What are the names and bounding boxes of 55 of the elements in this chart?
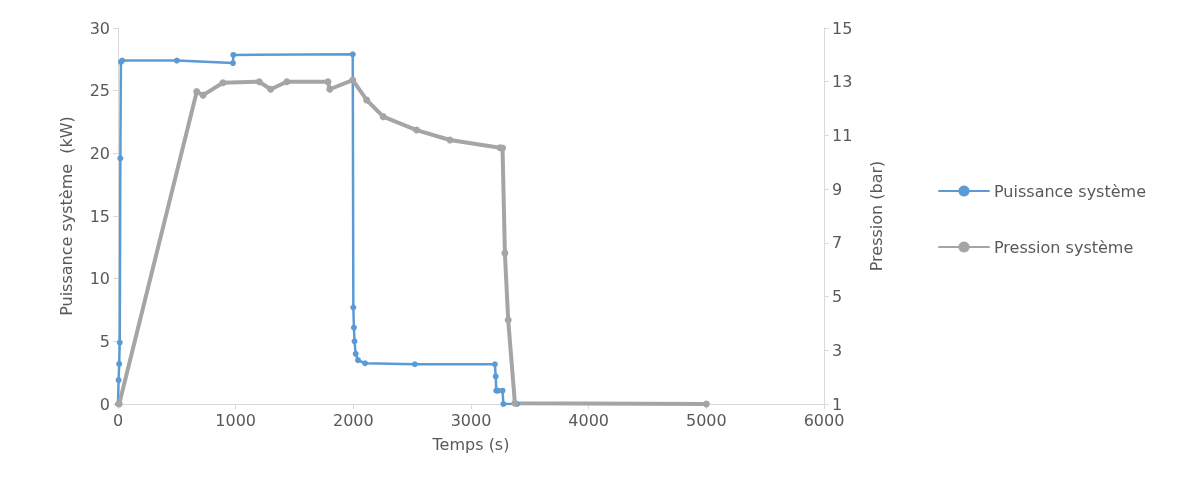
point xyxy=(115,377,122,384)
x-tick-label: 5000 xyxy=(685,410,727,430)
y-tick-label: 15 xyxy=(89,206,110,226)
point xyxy=(702,400,710,408)
point xyxy=(500,401,507,407)
point xyxy=(230,51,237,58)
point xyxy=(499,387,506,394)
point xyxy=(491,361,498,368)
y2-tick-label: 5 xyxy=(832,287,843,307)
point xyxy=(501,249,509,257)
y2-tick-label: 7 xyxy=(832,233,843,253)
point xyxy=(116,339,123,346)
point xyxy=(199,91,207,99)
y-tick-label: 10 xyxy=(89,269,110,289)
point xyxy=(379,113,387,121)
point xyxy=(349,51,356,58)
x-tick-label: 0 xyxy=(112,410,124,430)
x-tick-label: 3000 xyxy=(450,410,492,430)
y-tick-label: 25 xyxy=(89,81,110,101)
y2-tick-label: 11 xyxy=(832,125,853,145)
y-tick-label: 5 xyxy=(99,331,110,351)
y2-tick-label: 15 xyxy=(832,18,853,38)
point xyxy=(255,78,263,86)
point xyxy=(363,96,371,104)
point xyxy=(350,324,357,331)
x-tick-label: 1000 xyxy=(215,410,257,430)
legend-label: Pression système xyxy=(994,237,1134,257)
y-tick-label: 0 xyxy=(99,394,110,414)
y2-tick-label: 9 xyxy=(832,179,843,199)
point xyxy=(219,79,227,87)
x-tick-label: 4000 xyxy=(568,410,610,430)
y-tick-label: 20 xyxy=(89,143,110,163)
x-tick-label: 2000 xyxy=(332,410,374,430)
point xyxy=(267,85,275,93)
y-tick-label: 30 xyxy=(89,18,110,38)
point xyxy=(229,60,236,67)
point xyxy=(362,360,369,367)
legend-label: Puissance système xyxy=(994,181,1146,201)
y2-tick-label: 3 xyxy=(832,340,843,360)
y-axis-title: Puissance système (kW) xyxy=(56,116,76,316)
y2-tick-label: 13 xyxy=(832,72,853,92)
point xyxy=(173,57,180,64)
point xyxy=(326,85,334,93)
point xyxy=(355,357,362,364)
y2-axis-title: Pression (bar) xyxy=(866,160,886,272)
point xyxy=(413,126,421,134)
point xyxy=(352,350,359,357)
x-axis-title: Temps (s) xyxy=(431,434,510,454)
point xyxy=(117,155,124,162)
point xyxy=(116,360,123,367)
point xyxy=(283,78,291,86)
point xyxy=(411,361,418,368)
point xyxy=(324,78,332,86)
point xyxy=(504,316,512,324)
point xyxy=(349,76,357,84)
